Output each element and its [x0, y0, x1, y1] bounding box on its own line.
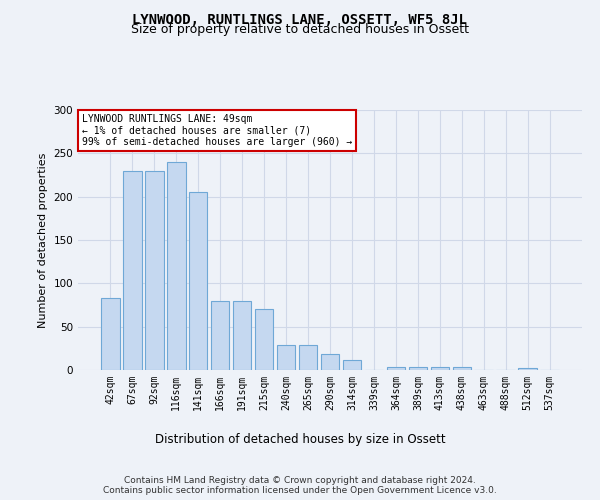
Text: Distribution of detached houses by size in Ossett: Distribution of detached houses by size … [155, 432, 445, 446]
Bar [277, 345, 295, 370]
Text: LYNWOOD RUNTLINGS LANE: 49sqm
← 1% of detached houses are smaller (7)
99% of sem: LYNWOOD RUNTLINGS LANE: 49sqm ← 1% of de… [82, 114, 352, 148]
Bar [452, 368, 471, 370]
Bar [320, 354, 340, 370]
Bar [189, 192, 208, 370]
Bar [518, 368, 537, 370]
Bar [101, 298, 119, 370]
Bar [431, 366, 449, 370]
Bar [299, 345, 317, 370]
Bar [409, 366, 427, 370]
Bar [386, 366, 405, 370]
Bar [145, 170, 164, 370]
Text: Size of property relative to detached houses in Ossett: Size of property relative to detached ho… [131, 22, 469, 36]
Text: Contains HM Land Registry data © Crown copyright and database right 2024.
Contai: Contains HM Land Registry data © Crown c… [103, 476, 497, 495]
Bar [211, 300, 229, 370]
Text: LYNWOOD, RUNTLINGS LANE, OSSETT, WF5 8JL: LYNWOOD, RUNTLINGS LANE, OSSETT, WF5 8JL [133, 12, 467, 26]
Bar [343, 360, 361, 370]
Y-axis label: Number of detached properties: Number of detached properties [38, 152, 48, 328]
Bar [255, 310, 274, 370]
Bar [233, 300, 251, 370]
Bar [123, 170, 142, 370]
Bar [167, 162, 185, 370]
